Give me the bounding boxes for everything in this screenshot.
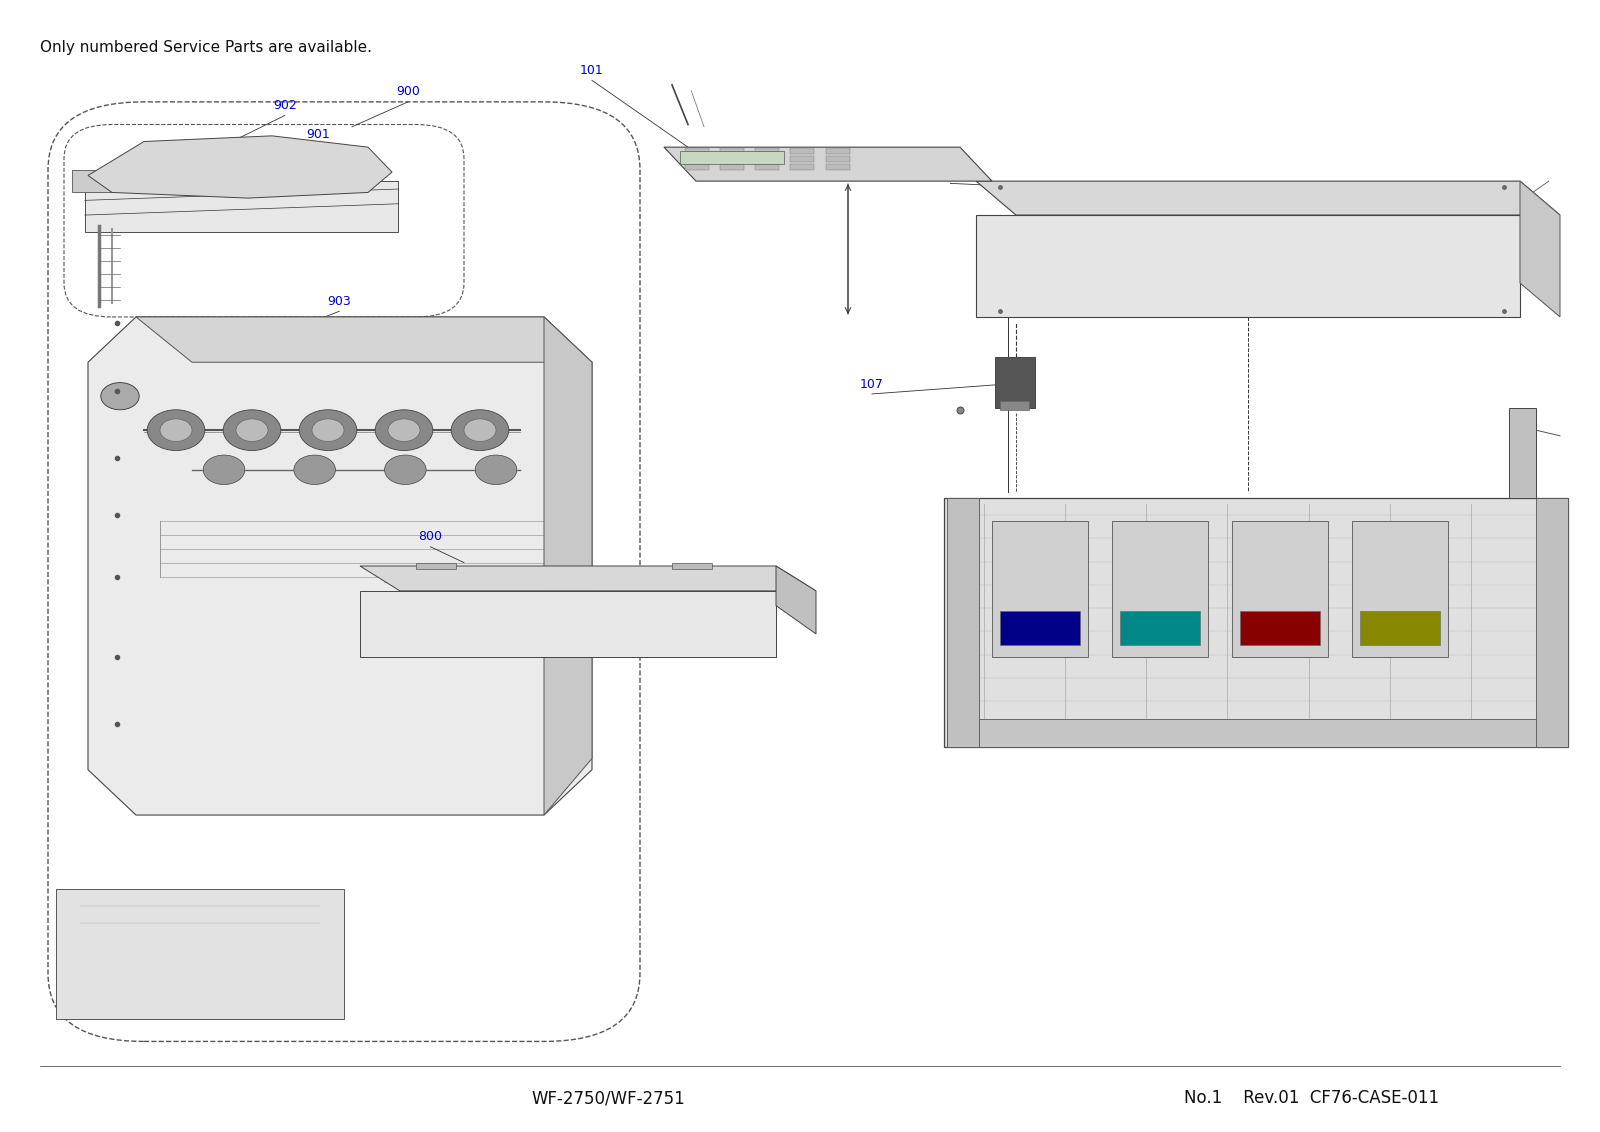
Circle shape bbox=[222, 410, 282, 451]
Bar bbox=[1120, 611, 1200, 645]
Bar bbox=[416, 563, 456, 569]
Circle shape bbox=[101, 383, 139, 410]
Bar bbox=[1360, 611, 1440, 645]
Bar bbox=[1000, 611, 1080, 645]
Circle shape bbox=[160, 419, 192, 441]
FancyBboxPatch shape bbox=[528, 532, 563, 577]
Text: Only numbered Service Parts are available.: Only numbered Service Parts are availabl… bbox=[40, 40, 371, 54]
Circle shape bbox=[374, 410, 432, 451]
Bar bbox=[685, 164, 709, 170]
Bar bbox=[755, 164, 779, 170]
Text: 800: 800 bbox=[419, 531, 442, 543]
Text: 900: 900 bbox=[397, 86, 419, 98]
Circle shape bbox=[294, 455, 336, 484]
Circle shape bbox=[299, 410, 357, 451]
Polygon shape bbox=[360, 591, 776, 657]
Bar bbox=[72, 170, 112, 192]
Bar bbox=[1112, 521, 1208, 657]
FancyBboxPatch shape bbox=[528, 470, 563, 515]
FancyBboxPatch shape bbox=[256, 577, 544, 617]
Circle shape bbox=[237, 419, 269, 441]
Bar bbox=[790, 148, 814, 154]
Bar bbox=[826, 164, 850, 170]
Bar bbox=[992, 521, 1088, 657]
Text: 101: 101 bbox=[581, 65, 603, 77]
Text: 100: 100 bbox=[939, 168, 962, 180]
Bar bbox=[755, 148, 779, 154]
Circle shape bbox=[312, 419, 344, 441]
Text: 903: 903 bbox=[328, 295, 350, 308]
Polygon shape bbox=[88, 317, 592, 815]
Circle shape bbox=[464, 419, 496, 441]
Circle shape bbox=[451, 410, 509, 451]
Bar bbox=[720, 156, 744, 162]
Bar bbox=[1536, 498, 1568, 747]
FancyBboxPatch shape bbox=[99, 401, 125, 419]
Polygon shape bbox=[136, 317, 592, 362]
Bar bbox=[1240, 611, 1320, 645]
Text: WF-2750/WF-2751: WF-2750/WF-2751 bbox=[531, 1089, 685, 1107]
Bar bbox=[685, 148, 709, 154]
Bar bbox=[947, 719, 1563, 747]
Text: No.1    Rev.01  CF76-CASE-011: No.1 Rev.01 CF76-CASE-011 bbox=[1184, 1089, 1440, 1107]
Polygon shape bbox=[776, 566, 816, 634]
Polygon shape bbox=[360, 566, 816, 591]
Polygon shape bbox=[944, 498, 1568, 747]
Polygon shape bbox=[1520, 181, 1560, 317]
Bar bbox=[947, 498, 979, 747]
Bar bbox=[672, 563, 712, 569]
Circle shape bbox=[384, 455, 426, 484]
Polygon shape bbox=[56, 889, 344, 1019]
Polygon shape bbox=[88, 136, 392, 198]
Circle shape bbox=[387, 419, 419, 441]
Polygon shape bbox=[664, 147, 992, 181]
Bar bbox=[790, 164, 814, 170]
Polygon shape bbox=[544, 317, 592, 815]
Bar bbox=[720, 164, 744, 170]
Circle shape bbox=[475, 455, 517, 484]
Text: 901: 901 bbox=[307, 129, 330, 142]
Bar bbox=[680, 151, 784, 164]
FancyBboxPatch shape bbox=[85, 181, 398, 232]
Bar bbox=[685, 156, 709, 162]
Bar bbox=[995, 357, 1035, 408]
Text: 902: 902 bbox=[274, 100, 296, 112]
Bar bbox=[755, 156, 779, 162]
Bar bbox=[720, 148, 744, 154]
Bar bbox=[1352, 521, 1448, 657]
FancyBboxPatch shape bbox=[99, 430, 118, 444]
Bar bbox=[826, 148, 850, 154]
Polygon shape bbox=[1509, 408, 1536, 498]
Polygon shape bbox=[976, 181, 1560, 215]
Bar bbox=[790, 156, 814, 162]
Bar bbox=[1000, 401, 1029, 410]
Bar bbox=[826, 156, 850, 162]
Text: 107: 107 bbox=[861, 378, 883, 391]
Circle shape bbox=[203, 455, 245, 484]
Polygon shape bbox=[976, 215, 1520, 317]
Bar bbox=[1232, 521, 1328, 657]
Circle shape bbox=[147, 410, 205, 451]
